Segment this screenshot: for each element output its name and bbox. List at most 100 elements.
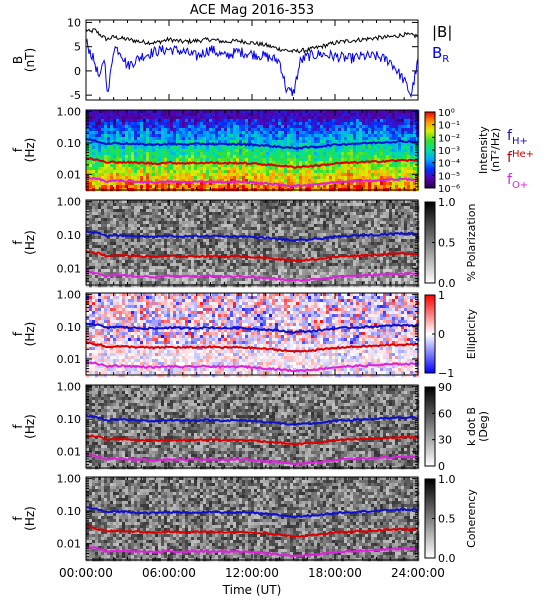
spectrogram-cell — [323, 140, 327, 144]
series-line-b-r — [85, 38, 419, 99]
spectrogram-cell — [170, 209, 174, 213]
spectrogram-cell — [311, 143, 315, 147]
spectrogram-cell — [224, 284, 228, 288]
spectrogram-cell — [269, 143, 273, 147]
spectrogram-cell — [386, 119, 390, 123]
spectrogram-cell — [137, 170, 141, 174]
spectrogram-cell — [119, 137, 123, 141]
spectrogram-cell — [230, 134, 234, 138]
spectrogram-cell — [197, 149, 201, 153]
spectrogram-cell — [203, 278, 207, 282]
spectrogram-cell — [164, 146, 168, 150]
spectrogram-cell — [191, 278, 195, 282]
spectrogram-cell — [242, 119, 246, 123]
spectrogram-cell — [191, 122, 195, 126]
spectrogram-cell — [140, 245, 144, 249]
spectrogram-cell — [344, 155, 348, 159]
spectrogram-cell — [137, 224, 141, 228]
spectrogram-cell — [86, 221, 90, 225]
spectrogram-cell — [281, 137, 285, 141]
spectrogram-cell — [194, 164, 198, 168]
spectrogram-cell — [203, 236, 207, 240]
spectrogram-cell — [257, 128, 261, 132]
spectrogram-cell — [386, 116, 390, 120]
spectrogram-cell — [215, 176, 219, 180]
spectrogram-cell — [107, 227, 111, 231]
spectrogram-cell — [143, 173, 147, 177]
spectrogram-cell — [158, 119, 162, 123]
spectrogram-cell — [332, 173, 336, 177]
spectrogram-cell — [221, 158, 225, 162]
spectrogram-cell — [380, 170, 384, 174]
spectrogram-cell — [185, 278, 189, 282]
spectrogram-cell — [380, 140, 384, 144]
spectrogram-cell — [185, 185, 189, 189]
spectrogram-cell — [149, 119, 153, 123]
spectrogram-cell — [344, 173, 348, 177]
spectrogram-cell — [392, 173, 396, 177]
spectrogram-cell — [155, 269, 159, 273]
spectrogram-cell — [197, 158, 201, 162]
spectrogram-cell — [101, 140, 105, 144]
spectrogram-cell — [104, 272, 108, 276]
spectrogram-cell — [287, 131, 291, 135]
spectrogram-cell — [104, 116, 108, 120]
spectrogram-cell — [152, 215, 156, 219]
spectrogram-cell — [218, 245, 222, 249]
spectrogram-cell — [395, 170, 399, 174]
spectrogram-cell — [251, 233, 255, 237]
spectrogram-cell — [122, 284, 126, 288]
spectrogram-cell — [104, 203, 108, 207]
spectrogram-cell — [203, 110, 207, 114]
spectrogram-cell — [350, 137, 354, 141]
spectrogram-cell — [152, 155, 156, 159]
spectrogram-cell — [371, 176, 375, 180]
spectrogram-cell — [335, 167, 339, 171]
spectrogram-cell — [389, 119, 393, 123]
spectrogram-cell — [302, 155, 306, 159]
spectrogram-cell — [194, 239, 198, 243]
spectrogram-cell — [86, 206, 90, 210]
spectrogram-cell — [332, 140, 336, 144]
spectrogram-cell — [98, 242, 102, 246]
spectrogram-cell — [92, 161, 96, 165]
spectrogram-cell — [212, 155, 216, 159]
spectrogram-cell — [245, 230, 249, 234]
spectrogram-cell — [128, 221, 132, 225]
spectrogram-cell — [284, 170, 288, 174]
spectrogram-cell — [347, 125, 351, 129]
spectrogram-cell — [110, 260, 114, 264]
spectrogram-cell — [125, 278, 129, 282]
spectrogram-cell — [89, 134, 93, 138]
spectrogram-cell — [338, 149, 342, 153]
spectrogram-cell — [206, 251, 210, 255]
spectrogram-cell — [353, 110, 357, 114]
spectrogram-cell — [212, 131, 216, 135]
spectrogram-cell — [173, 278, 177, 282]
spectrogram-cell — [176, 239, 180, 243]
spectrogram-cell — [89, 278, 93, 282]
spectrogram-cell — [257, 137, 261, 141]
spectrogram-cell — [356, 182, 360, 186]
spectrogram-cell — [161, 257, 165, 261]
spectrogram-cell — [206, 182, 210, 186]
spectrogram-cell — [260, 167, 264, 171]
spectrogram-cell — [266, 137, 270, 141]
spectrogram-cell — [284, 122, 288, 126]
spectrogram-cell — [218, 203, 222, 207]
spectrogram-cell — [143, 215, 147, 219]
spectrogram-cell — [173, 152, 177, 156]
spectrogram-cell — [122, 263, 126, 267]
spectrogram-cell — [95, 176, 99, 180]
spectrogram-cell — [188, 134, 192, 138]
spectrogram-cell — [281, 161, 285, 165]
spectrogram-cell — [122, 278, 126, 282]
spectrogram-cell — [350, 119, 354, 123]
spectrogram-cell — [128, 203, 132, 207]
spectrogram-cell — [215, 257, 219, 261]
spectrogram-cell — [257, 224, 261, 228]
spectrogram-cell — [173, 248, 177, 252]
spectrogram-cell — [236, 182, 240, 186]
spectrogram-cell — [119, 272, 123, 276]
spectrogram-cell — [200, 269, 204, 273]
